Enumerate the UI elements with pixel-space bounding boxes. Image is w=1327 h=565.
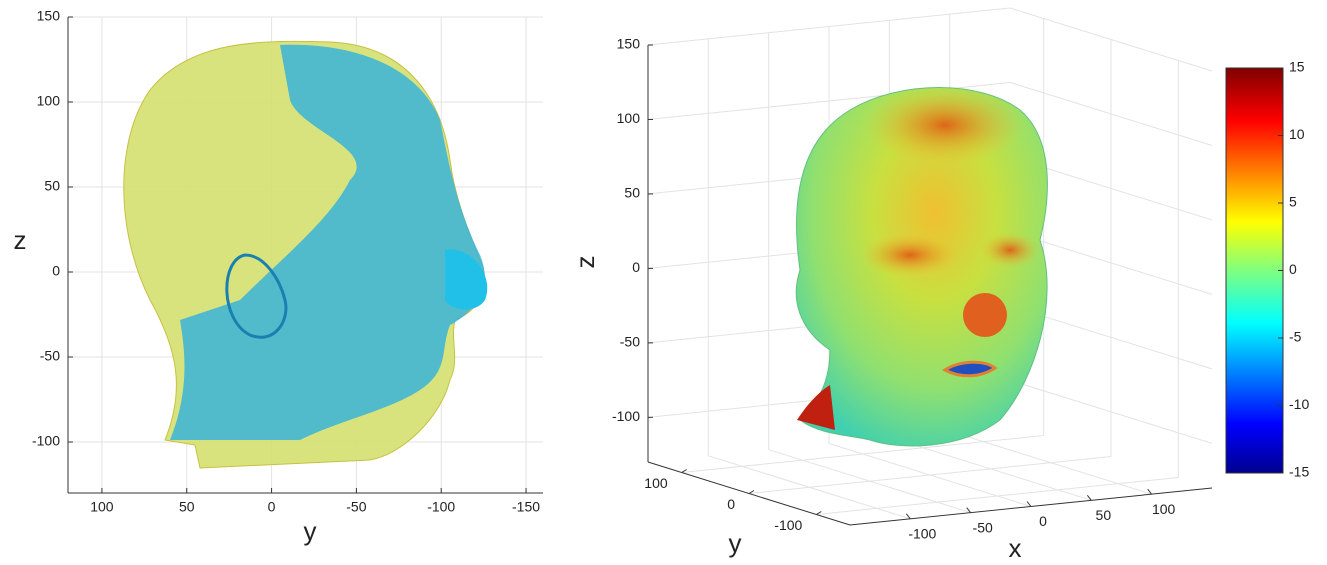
x-tick-label: -100 bbox=[427, 499, 455, 515]
nose bbox=[445, 249, 488, 310]
mouth bbox=[942, 360, 998, 378]
tick-mark bbox=[1086, 495, 1092, 501]
z-axis-label: z bbox=[570, 256, 600, 269]
colorbar-tick-label: 0 bbox=[1289, 261, 1297, 277]
x-tick-label: 100 bbox=[1152, 501, 1176, 517]
ear bbox=[225, 253, 288, 339]
z-tick-label: 100 bbox=[617, 110, 641, 126]
tick-mark bbox=[681, 469, 687, 473]
tick-mark bbox=[1147, 488, 1153, 495]
colorbar-tick-label: -10 bbox=[1289, 396, 1309, 412]
y-axis-label: z bbox=[14, 225, 27, 255]
colorbar-tick-label: -15 bbox=[1289, 464, 1309, 480]
grid-line bbox=[748, 456, 1112, 494]
grid-line bbox=[681, 435, 1044, 473]
x-tick-label: 50 bbox=[179, 499, 195, 515]
y-tick-label: -100 bbox=[774, 517, 802, 533]
colorbar-tick-label: 15 bbox=[1289, 59, 1305, 75]
colorbar-tick-label: 10 bbox=[1289, 126, 1305, 142]
chin-hot bbox=[797, 385, 835, 430]
x-axis-label: x bbox=[1009, 533, 1022, 563]
x-tick-label: 0 bbox=[268, 499, 276, 515]
z-tick-label: 50 bbox=[624, 185, 640, 201]
y-tick-label: 100 bbox=[37, 93, 61, 109]
colorbar bbox=[1225, 67, 1284, 474]
x-tick-label: 100 bbox=[90, 499, 114, 515]
x-tick-label: -150 bbox=[512, 499, 540, 515]
x-tick-label: -100 bbox=[908, 526, 936, 542]
grid-line bbox=[1009, 230, 1213, 295]
y-tick-label: 100 bbox=[644, 475, 668, 491]
y-tick-label: 0 bbox=[52, 263, 60, 279]
forehead-hot bbox=[865, 85, 1025, 165]
grid-line bbox=[1009, 7, 1213, 72]
tick-mark bbox=[905, 513, 911, 520]
z-tick-label: 0 bbox=[632, 259, 640, 275]
z-tick-label: -100 bbox=[612, 408, 640, 424]
head-surface-blue bbox=[170, 44, 485, 441]
y-tick-label: 150 bbox=[37, 8, 61, 24]
grid-line bbox=[816, 477, 1179, 515]
x-tick-label: 50 bbox=[1096, 507, 1112, 523]
z-tick-label: 150 bbox=[617, 36, 641, 52]
grid-line bbox=[1009, 81, 1213, 146]
tick-mark bbox=[748, 490, 755, 494]
x-axis-label: y bbox=[304, 516, 317, 546]
colorbar-tick-label: 5 bbox=[1289, 194, 1297, 210]
brow-hot bbox=[980, 232, 1040, 268]
y-tick-label: -50 bbox=[40, 348, 60, 364]
x-tick-label: -50 bbox=[346, 499, 366, 515]
y-axis-label: y bbox=[729, 528, 742, 558]
tick-mark bbox=[966, 507, 972, 513]
colorbar-tick-label: -5 bbox=[1289, 329, 1302, 345]
y-tick-label: -100 bbox=[32, 433, 60, 449]
tick-mark bbox=[816, 511, 822, 515]
x-tick-label: -50 bbox=[973, 519, 993, 535]
grid-line bbox=[647, 7, 1011, 46]
left-panel: 100 50 0 -50 -100 -150 -100 -50 0 50 100 150 y z bbox=[14, 8, 543, 546]
tick-mark bbox=[1026, 501, 1032, 507]
nose bbox=[963, 293, 1007, 337]
z-tick-label: -50 bbox=[620, 334, 640, 350]
y-tick-label: 0 bbox=[727, 496, 735, 512]
grid-line bbox=[1009, 379, 1213, 444]
x-tick-label: 0 bbox=[1039, 513, 1047, 529]
y-tick-label: 50 bbox=[44, 178, 60, 194]
brow-hot bbox=[860, 233, 960, 277]
